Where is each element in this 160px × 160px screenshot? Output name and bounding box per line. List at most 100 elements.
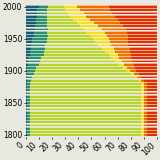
Bar bbox=[141, 117, 144, 120]
Bar bbox=[70, 15, 86, 18]
Bar bbox=[27, 85, 30, 88]
Bar bbox=[118, 53, 131, 56]
Bar bbox=[98, 24, 123, 27]
Bar bbox=[94, 21, 120, 24]
Bar bbox=[47, 37, 93, 40]
Bar bbox=[32, 37, 47, 40]
Bar bbox=[26, 24, 35, 27]
Bar bbox=[30, 111, 141, 114]
Bar bbox=[114, 47, 130, 50]
Bar bbox=[26, 60, 28, 62]
Bar bbox=[130, 50, 157, 53]
Bar bbox=[26, 5, 39, 8]
Bar bbox=[144, 85, 147, 88]
Bar bbox=[147, 120, 157, 123]
Bar bbox=[31, 44, 45, 46]
Bar bbox=[35, 28, 48, 30]
Bar bbox=[26, 21, 36, 24]
Bar bbox=[108, 37, 128, 40]
Bar bbox=[84, 28, 102, 30]
Bar bbox=[44, 53, 108, 56]
Bar bbox=[31, 79, 139, 82]
Bar bbox=[39, 63, 119, 66]
Bar bbox=[105, 31, 127, 34]
Bar bbox=[30, 124, 141, 126]
Bar bbox=[80, 24, 98, 27]
Bar bbox=[26, 53, 30, 56]
Bar bbox=[110, 8, 157, 11]
Bar bbox=[26, 85, 27, 88]
Bar bbox=[90, 18, 118, 21]
Bar bbox=[26, 82, 27, 85]
Bar bbox=[147, 111, 157, 114]
Bar bbox=[30, 117, 141, 120]
Bar bbox=[26, 133, 27, 136]
Bar bbox=[26, 120, 27, 123]
Bar bbox=[34, 31, 47, 34]
Bar bbox=[26, 15, 37, 18]
Bar bbox=[141, 98, 144, 101]
Bar bbox=[27, 101, 30, 104]
Bar bbox=[147, 114, 157, 117]
Bar bbox=[27, 69, 35, 72]
Bar bbox=[26, 72, 27, 75]
Bar bbox=[144, 108, 147, 110]
Bar bbox=[26, 117, 27, 120]
Bar bbox=[32, 40, 47, 43]
Bar bbox=[26, 12, 37, 14]
Bar bbox=[36, 18, 47, 21]
Bar bbox=[27, 124, 30, 126]
Bar bbox=[48, 5, 64, 8]
Bar bbox=[26, 92, 27, 94]
Bar bbox=[27, 88, 30, 91]
Bar bbox=[128, 40, 157, 43]
Bar bbox=[141, 133, 144, 136]
Bar bbox=[128, 44, 157, 46]
Bar bbox=[115, 50, 130, 53]
Bar bbox=[26, 114, 27, 117]
Bar bbox=[144, 120, 147, 123]
Bar bbox=[132, 60, 157, 62]
Bar bbox=[26, 50, 30, 53]
Bar bbox=[144, 124, 147, 126]
Bar bbox=[28, 56, 41, 59]
Bar bbox=[26, 28, 35, 30]
Bar bbox=[144, 114, 147, 117]
Bar bbox=[26, 98, 27, 101]
Bar bbox=[47, 31, 86, 34]
Bar bbox=[26, 63, 28, 66]
Bar bbox=[47, 40, 95, 43]
Bar bbox=[30, 82, 141, 85]
Bar bbox=[34, 72, 131, 75]
Bar bbox=[98, 44, 111, 46]
Bar bbox=[134, 63, 157, 66]
Bar bbox=[47, 12, 68, 14]
Bar bbox=[144, 79, 157, 82]
Bar bbox=[144, 92, 147, 94]
Bar bbox=[141, 127, 144, 129]
Bar bbox=[30, 85, 141, 88]
Bar bbox=[112, 12, 157, 14]
Bar bbox=[26, 124, 27, 126]
Bar bbox=[30, 88, 141, 91]
Bar bbox=[141, 108, 144, 110]
Bar bbox=[68, 12, 84, 14]
Bar bbox=[27, 76, 32, 78]
Bar bbox=[139, 72, 157, 75]
Bar bbox=[102, 28, 126, 30]
Bar bbox=[34, 34, 48, 37]
Bar bbox=[126, 28, 157, 30]
Bar bbox=[44, 50, 105, 53]
Bar bbox=[47, 18, 73, 21]
Bar bbox=[30, 95, 141, 98]
Bar bbox=[30, 133, 141, 136]
Bar bbox=[118, 18, 157, 21]
Bar bbox=[131, 53, 157, 56]
Bar bbox=[37, 12, 47, 14]
Bar bbox=[141, 95, 144, 98]
Bar bbox=[120, 21, 157, 24]
Bar bbox=[147, 85, 157, 88]
Bar bbox=[36, 21, 47, 24]
Bar bbox=[26, 31, 34, 34]
Bar bbox=[65, 8, 80, 11]
